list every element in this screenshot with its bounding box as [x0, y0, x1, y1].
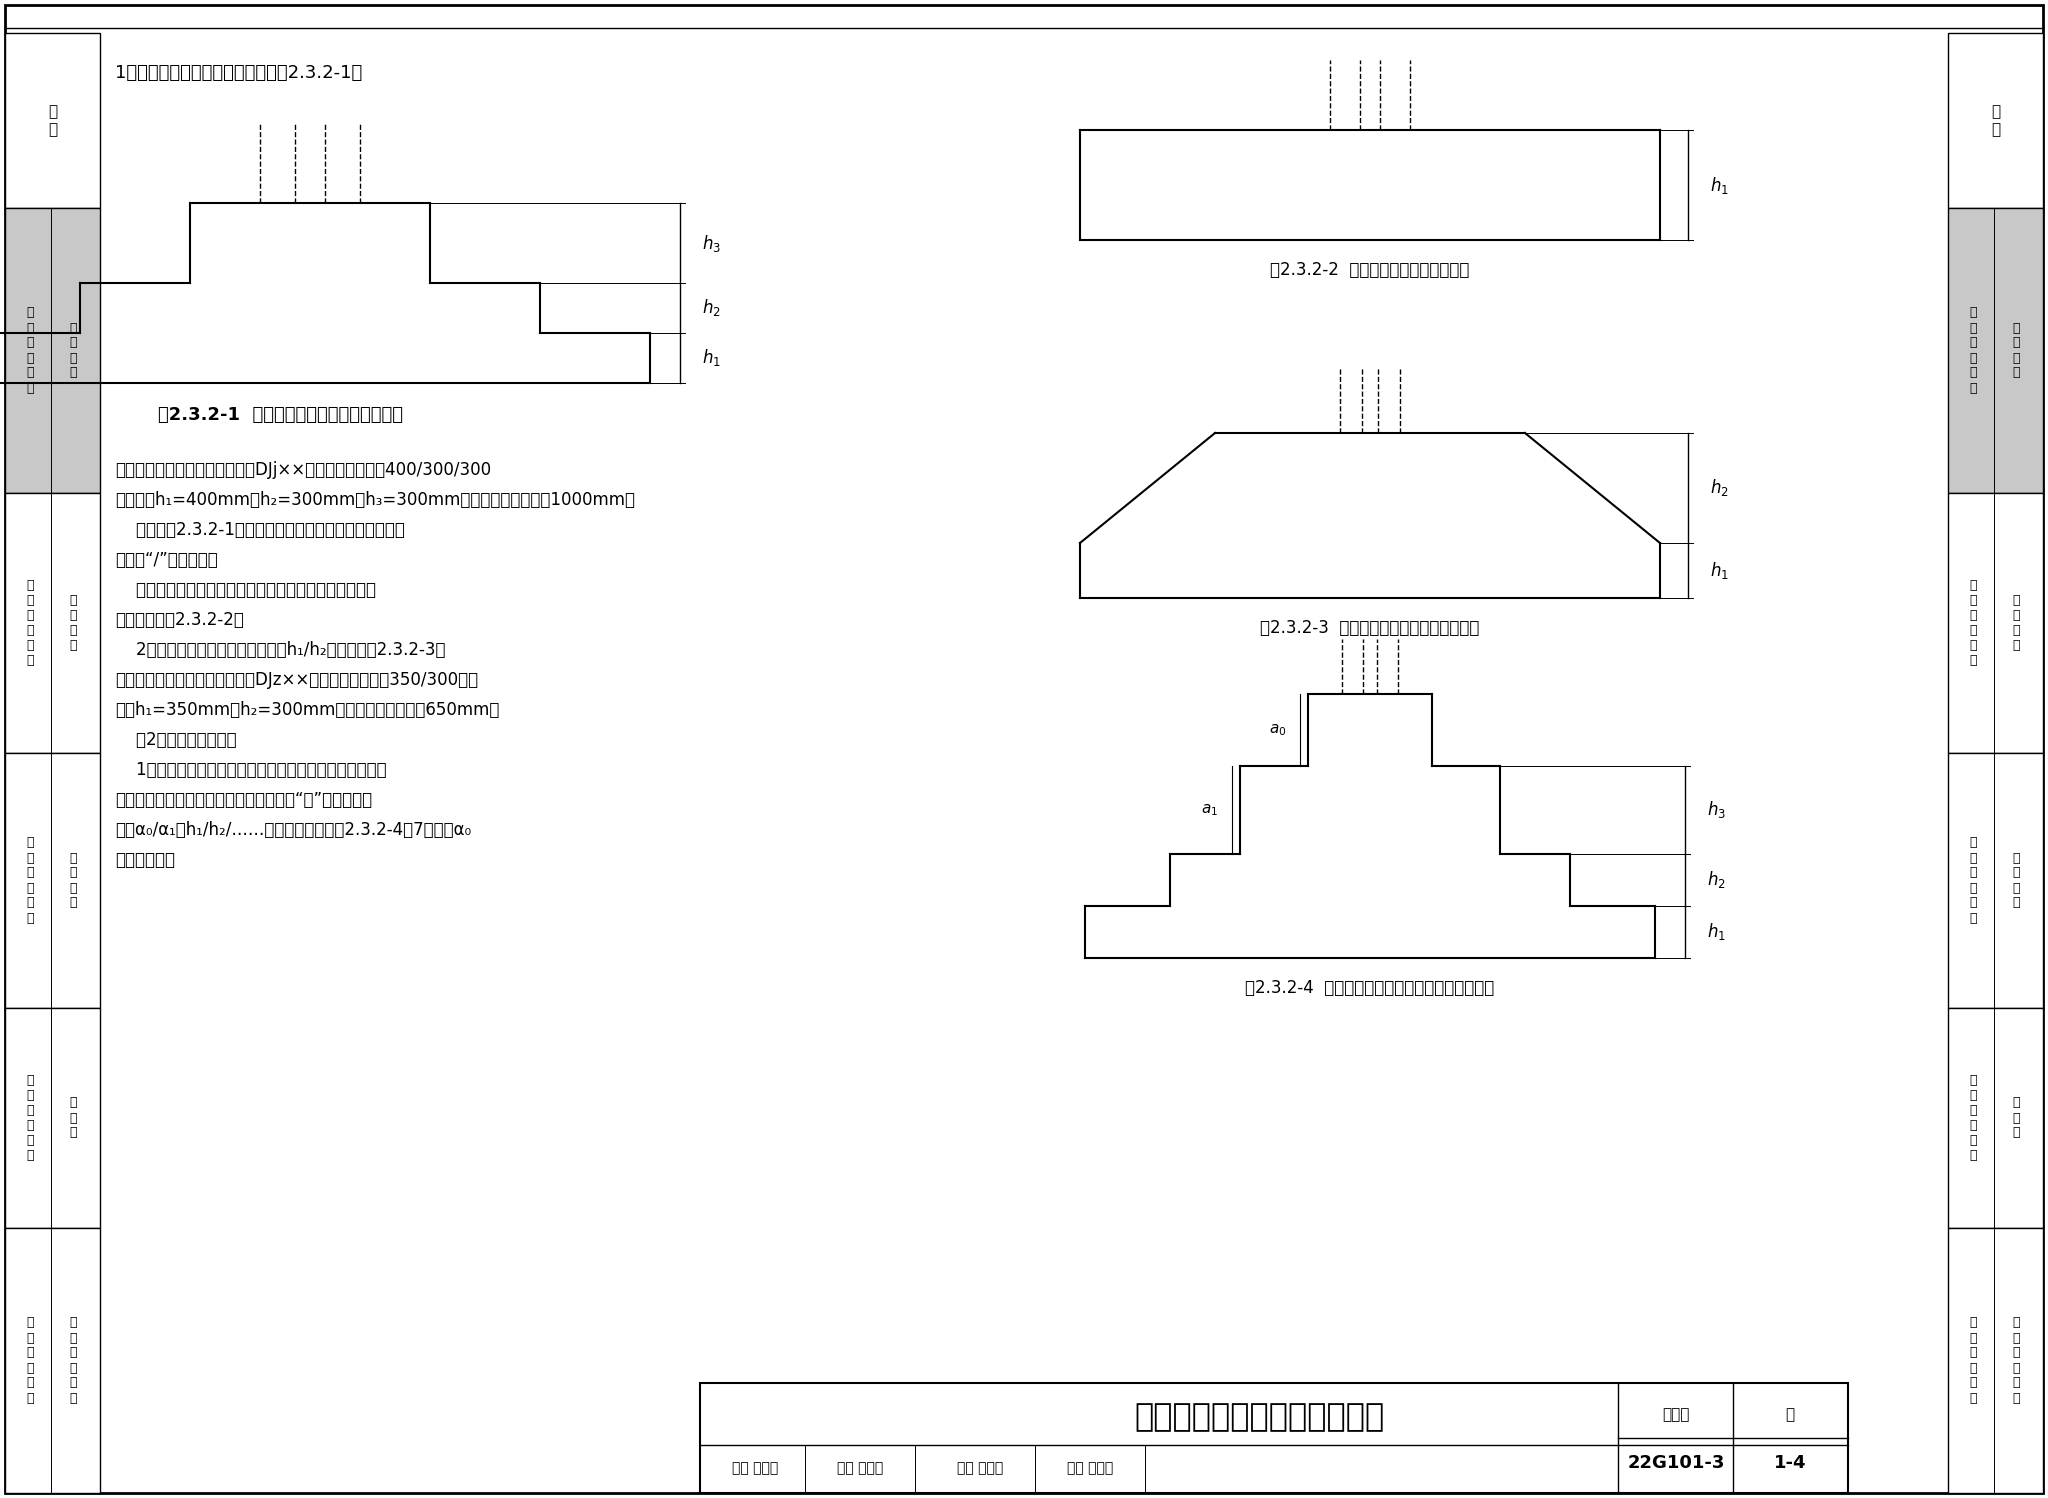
Text: $h_2$: $h_2$ [1706, 869, 1726, 890]
Bar [4, 1228, 100, 1494]
Text: $h_1$: $h_1$ [1710, 174, 1729, 196]
Text: 为杯口深度。: 为杯口深度。 [115, 851, 174, 869]
Text: 筏
形
基
础: 筏 形 基 础 [70, 851, 76, 909]
Text: 平
法
制
图
规
则: 平 法 制 图 规 则 [27, 1074, 33, 1162]
Bar [700, 1383, 1847, 1494]
Text: 页: 页 [1786, 1408, 1794, 1423]
Text: $a_1$: $a_1$ [1200, 801, 1219, 818]
Text: 上例及图2.3.2-1为三阶；当为更多阶时，各阶尺寸自下: 上例及图2.3.2-1为三阶；当为更多阶时，各阶尺寸自下 [115, 521, 406, 539]
Text: 条
形
基
础: 条 形 基 础 [2013, 595, 2019, 652]
Bar [4, 1008, 100, 1228]
Text: 校对 高志强: 校对 高志强 [838, 1461, 883, 1476]
Text: 1-4: 1-4 [1774, 1455, 1806, 1473]
Text: 【例】当阶形截面普通独立基础DJj××的竖向尺寸注写为400/300/300: 【例】当阶形截面普通独立基础DJj××的竖向尺寸注写为400/300/300 [115, 461, 492, 479]
Text: 总
则: 总 则 [47, 105, 57, 136]
Text: 独立基础平法施工图制图规则: 独立基础平法施工图制图规则 [1135, 1402, 1384, 1434]
Text: 1）当基础为阶形截面时，其竖向尺寸分两组，一组表达: 1）当基础为阶形截面时，其竖向尺寸分两组，一组表达 [115, 761, 387, 779]
Text: 当基础为单阶时，其竖向尺寸仅为一个，即为基础总高: 当基础为单阶时，其竖向尺寸仅为一个，即为基础总高 [115, 581, 377, 599]
Bar [4, 33, 100, 208]
Text: 图2.3.2-4  阶形截面杯口独立基础竖向尺寸（一）: 图2.3.2-4 阶形截面杯口独立基础竖向尺寸（一） [1245, 980, 1495, 998]
Text: 时，表示h₁=400mm、h₂=300mm、h₃=300mm，基础底板总高度为1000mm。: 时，表示h₁=400mm、h₂=300mm、h₃=300mm，基础底板总高度为1… [115, 491, 635, 509]
Text: 图2.3.2-2  单阶普通独立基础竖向尺寸: 图2.3.2-2 单阶普通独立基础竖向尺寸 [1270, 261, 1470, 279]
Bar [1948, 1008, 2044, 1228]
Text: 度，见示意图2.3.2-2。: 度，见示意图2.3.2-2。 [115, 611, 244, 629]
Text: 为：α₀/α₁，h₁/h₂/……，其含义见示意图2.3.2-4～7，其中α₀: 为：α₀/α₁，h₁/h₂/……，其含义见示意图2.3.2-4～7，其中α₀ [115, 821, 471, 839]
Text: 基
础
相
关
构
造: 基 础 相 关 构 造 [70, 1317, 76, 1405]
Text: $h_3$: $h_3$ [702, 232, 721, 253]
Text: $a_0$: $a_0$ [1268, 722, 1286, 739]
Text: $h_2$: $h_2$ [702, 298, 721, 319]
Text: 1）当基础为阶形截面时，见示意图2.3.2-1。: 1）当基础为阶形截面时，见示意图2.3.2-1。 [115, 64, 362, 82]
Text: 平
法
制
图
规
则: 平 法 制 图 规 则 [27, 836, 33, 924]
Text: 2）当基础为锥形截面时，注写为h₁/h₂，见示意图2.3.2-3。: 2）当基础为锥形截面时，注写为h₁/h₂，见示意图2.3.2-3。 [115, 641, 446, 659]
Text: 桶
基
础: 桶 基 础 [2013, 1097, 2019, 1140]
Text: 图集号: 图集号 [1663, 1408, 1690, 1423]
Text: 平
法
制
图
规
则: 平 法 制 图 规 则 [27, 307, 33, 394]
Bar [4, 753, 100, 1008]
Text: 总
则: 总 则 [1991, 105, 2001, 136]
Text: 平
法
制
图
规
则: 平 法 制 图 规 则 [1970, 580, 1976, 667]
Text: $h_2$: $h_2$ [1710, 478, 1729, 499]
Text: 22G101-3: 22G101-3 [1628, 1455, 1724, 1473]
Text: 平
法
制
图
规
则: 平 法 制 图 规 则 [27, 1317, 33, 1405]
Text: 审核 郁銀泉: 审核 郁銀泉 [731, 1461, 778, 1476]
Text: 平
法
制
图
规
则: 平 法 制 图 规 则 [1970, 307, 1976, 394]
Bar [1948, 753, 2044, 1008]
Bar [4, 493, 100, 753]
Bar [4, 208, 100, 493]
Text: 表示h₁=350mm、h₂=300mm，基础底板总高度为650mm。: 表示h₁=350mm、h₂=300mm，基础底板总高度为650mm。 [115, 701, 500, 719]
Bar [1948, 493, 2044, 753]
Text: $h_1$: $h_1$ [1706, 921, 1726, 942]
Text: $h_1$: $h_1$ [1710, 560, 1729, 581]
Text: 平
法
制
图
规
则: 平 法 制 图 规 则 [1970, 1074, 1976, 1162]
Text: 图2.3.2-3  锥形截面普通独立基础竖向尺寸: 图2.3.2-3 锥形截面普通独立基础竖向尺寸 [1260, 619, 1481, 637]
Text: $h_1$: $h_1$ [702, 348, 721, 369]
Bar [1948, 33, 2044, 208]
Text: 平
法
制
图
规
则: 平 法 制 图 规 则 [1970, 836, 1976, 924]
Text: 基
础
相
关
构
造: 基 础 相 关 构 造 [2013, 1317, 2019, 1405]
Text: 杯口内，另一组表达杯口外，两组尺寸以“，”分隔，注写: 杯口内，另一组表达杯口外，两组尺寸以“，”分隔，注写 [115, 791, 373, 809]
Bar [1948, 208, 2044, 493]
Text: 平
法
制
图
规
则: 平 法 制 图 规 则 [1970, 1317, 1976, 1405]
Text: 图2.3.2-1  阶形截面普通独立基础竖向尺寸: 图2.3.2-1 阶形截面普通独立基础竖向尺寸 [158, 406, 403, 424]
Bar [1948, 1228, 2044, 1494]
Text: 条
形
基
础: 条 形 基 础 [70, 595, 76, 652]
Text: 设计 李增銀: 设计 李增銀 [1067, 1461, 1114, 1476]
Text: （2）杯口独立基础：: （2）杯口独立基础： [115, 731, 238, 749]
Text: 桶
基
础: 桶 基 础 [70, 1097, 76, 1140]
Text: 独
立
基
础: 独 立 基 础 [70, 322, 76, 379]
Text: 筏
形
基
础: 筏 形 基 础 [2013, 851, 2019, 909]
Text: 【例】当锥形截面普通独立基础DJz××的竖向尺寸注写为350/300时，: 【例】当锥形截面普通独立基础DJz××的竖向尺寸注写为350/300时， [115, 671, 477, 689]
Text: 独
立
基
础: 独 立 基 础 [2013, 322, 2019, 379]
Text: $h_3$: $h_3$ [1706, 800, 1726, 821]
Text: 而上用“/”分隔顺写。: 而上用“/”分隔顺写。 [115, 551, 217, 569]
Text: 平
法
制
图
规
则: 平 法 制 图 规 则 [27, 580, 33, 667]
Text: 审查 宋迁浮: 审查 宋迁浮 [956, 1461, 1004, 1476]
